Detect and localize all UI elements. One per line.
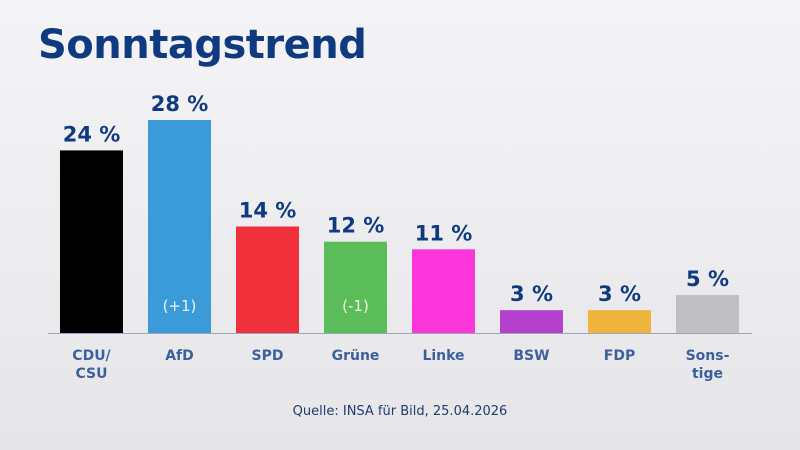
bar-0 — [60, 150, 123, 333]
bar-5 — [500, 310, 563, 333]
category-label: Sons-tige — [686, 348, 730, 382]
category-label: Linke — [422, 348, 464, 364]
value-label: 5 % — [686, 267, 729, 291]
value-label: 14 % — [239, 199, 297, 223]
change-label: (-1) — [342, 297, 369, 315]
bar-4 — [412, 249, 475, 333]
value-label: 24 % — [63, 122, 121, 146]
bar-3 — [324, 241, 387, 333]
source-note: Quelle: INSA für Bild, 25.04.2026 — [292, 404, 508, 419]
change-label: (+1) — [163, 297, 197, 315]
category-label: AfD — [165, 348, 194, 364]
chart-title: Sonntagstrend — [38, 22, 367, 68]
bar-2 — [236, 226, 299, 333]
category-label: SPD — [252, 348, 284, 364]
category-label: Grüne — [332, 348, 380, 364]
value-label: 11 % — [415, 221, 473, 245]
category-label: FDP — [604, 348, 635, 364]
category-label: BSW — [513, 348, 549, 364]
value-label: 12 % — [327, 214, 385, 238]
bar-7 — [676, 294, 739, 333]
value-label: 28 % — [151, 92, 209, 116]
bar-6 — [588, 310, 651, 333]
bar-1 — [148, 120, 211, 333]
value-label: 3 % — [598, 282, 641, 306]
category-label: CDU/CSU — [72, 348, 111, 382]
value-label: 3 % — [510, 282, 553, 306]
